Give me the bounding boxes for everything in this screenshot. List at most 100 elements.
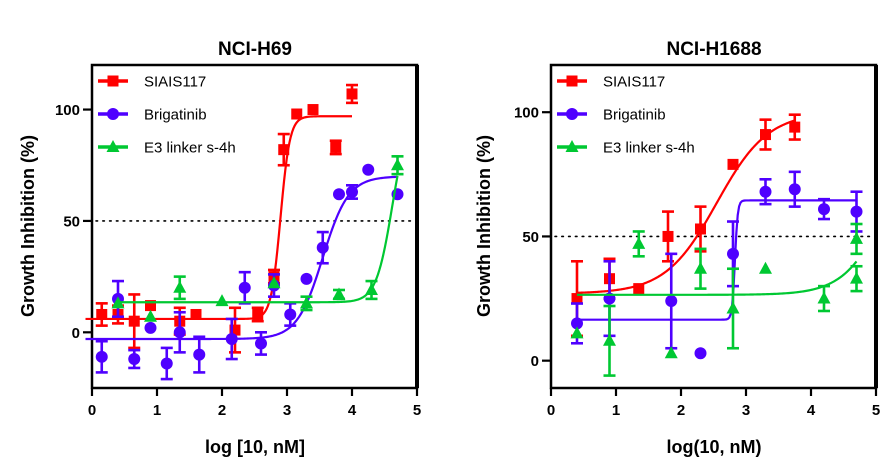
x-tick-label: 3 (742, 402, 750, 419)
data-point (694, 347, 707, 360)
data-point (252, 308, 264, 320)
data-point (346, 185, 358, 198)
x-axis-label: log(10, nM) (667, 437, 762, 457)
x-tick-label: 2 (677, 402, 685, 419)
data-point (278, 144, 290, 156)
legend-marker (565, 140, 579, 152)
data-point (144, 309, 157, 322)
data-point (664, 346, 678, 359)
data-point (665, 295, 678, 308)
data-point (362, 163, 375, 176)
data-point (850, 271, 863, 284)
data-point (603, 333, 616, 346)
data-point (330, 141, 342, 153)
data-point (759, 185, 772, 198)
data-point (817, 291, 831, 304)
data-point (144, 321, 157, 334)
data-point (571, 317, 583, 330)
chart-title: NCI-H1688 (666, 39, 761, 60)
legend-label: E3 linker s-4h (603, 140, 695, 157)
x-tick-label: 5 (413, 402, 421, 419)
data-point (128, 315, 140, 327)
legend-label: Brigatinib (144, 107, 207, 124)
y-tick-label: 100 (55, 102, 80, 119)
data-point (850, 231, 863, 244)
data-point (818, 203, 830, 216)
legend-label: SIAIS117 (603, 74, 665, 91)
data-point (570, 326, 584, 339)
x-tick-label: 4 (807, 402, 816, 419)
legend-marker (566, 108, 578, 120)
data-point (307, 104, 319, 116)
data-point (727, 247, 739, 260)
data-point (173, 326, 186, 339)
legend-label: E3 linker s-4h (144, 140, 236, 157)
x-tick-label: 0 (88, 402, 96, 419)
x-tick-label: 3 (283, 402, 291, 419)
data-point (229, 324, 241, 336)
data-point (160, 357, 173, 370)
y-tick-label: 0 (531, 353, 539, 370)
fit-curve (577, 199, 857, 321)
data-point (215, 294, 229, 307)
legend-marker (106, 140, 120, 152)
data-point (267, 276, 281, 289)
data-point (95, 350, 108, 363)
x-tick-label: 4 (348, 402, 357, 419)
data-point (760, 129, 771, 141)
data-point (632, 236, 646, 249)
data-point (694, 261, 707, 274)
data-point (727, 158, 739, 170)
data-point (571, 293, 583, 305)
legend-marker (107, 75, 119, 87)
series-brigatinib (571, 170, 863, 360)
data-point (316, 241, 329, 254)
fit-curve (85, 175, 398, 341)
data-point (633, 283, 645, 295)
fit-curve (576, 119, 796, 294)
data-point (333, 188, 345, 201)
data-point (193, 348, 206, 361)
fit-curve (118, 175, 399, 304)
data-point (225, 332, 238, 345)
chart-panel-nci-h1688: NCI-H1688 log(10, nM) Growth Inhibition … (474, 39, 880, 457)
data-point (111, 296, 125, 309)
data-point (190, 308, 202, 320)
legend-marker (566, 75, 578, 87)
y-axis-label: Growth Inhibition (%) (18, 135, 38, 317)
x-tick-label: 0 (547, 402, 555, 419)
x-tick-label: 5 (872, 402, 880, 419)
data-point (291, 108, 303, 120)
y-tick-label: 50 (522, 229, 539, 246)
y-tick-label: 0 (72, 325, 80, 342)
data-point (128, 353, 141, 366)
data-point (96, 308, 108, 320)
legend-label: SIAIS117 (144, 74, 206, 91)
chart-title: NCI-H69 (218, 39, 292, 60)
series-e3-linker-s-4h (111, 155, 404, 322)
x-tick-label: 1 (612, 402, 620, 419)
data-point (300, 272, 313, 285)
legend-marker (107, 108, 119, 120)
data-point (332, 287, 346, 300)
legend-label: Brigatinib (603, 107, 666, 124)
y-tick-label: 50 (63, 213, 80, 230)
data-point (145, 300, 156, 312)
data-point (255, 337, 267, 350)
data-point (759, 261, 772, 274)
series-siais117 (85, 83, 358, 354)
data-point (284, 308, 297, 321)
data-point (238, 281, 251, 294)
data-point (365, 282, 378, 295)
data-point (695, 223, 706, 235)
data-point (789, 121, 801, 133)
chart-panel-nci-h69: NCI-H69 log [10, nM] Growth Inhibition (… (18, 39, 421, 457)
x-tick-label: 1 (153, 402, 161, 419)
data-point (726, 301, 740, 314)
y-axis-label: Growth Inhibition (%) (474, 135, 494, 317)
data-point (173, 280, 187, 293)
data-point (788, 183, 801, 196)
data-point (662, 230, 674, 242)
x-tick-label: 2 (218, 402, 226, 419)
